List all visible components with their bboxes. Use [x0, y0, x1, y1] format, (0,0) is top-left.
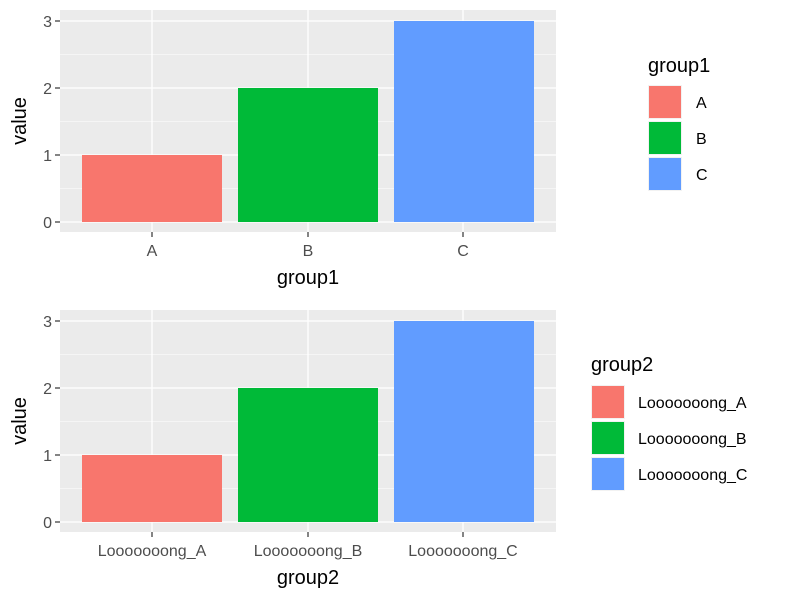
legend: group1 A B C	[648, 55, 710, 191]
bar	[238, 88, 378, 222]
bar	[82, 155, 222, 222]
y-tick-label: 2	[43, 81, 52, 98]
x-tick-label: Looooooong_A	[98, 543, 207, 560]
bar	[82, 455, 222, 522]
x-tick-label: Looooooong_C	[408, 543, 517, 560]
legend-label: A	[696, 95, 707, 112]
legend-label: Looooooong_B	[638, 431, 747, 448]
bar	[394, 321, 534, 522]
x-tick-label: C	[457, 243, 469, 260]
legend-key-swatch	[649, 158, 681, 190]
x-axis-title: group1	[277, 267, 339, 289]
bar	[238, 388, 378, 522]
legend-label: C	[696, 167, 708, 184]
y-axis-title: value	[9, 397, 31, 445]
legend-label: B	[696, 131, 707, 148]
y-tick-label: 0	[43, 515, 52, 532]
legend-title: group2	[591, 354, 653, 376]
chart-group2: 0 1 2 3 Looooooong_A Looooooong_B Looooooong_C…	[9, 310, 747, 589]
x-tick-label: B	[303, 243, 314, 260]
x-axis-title: group2	[277, 567, 339, 589]
y-tick-label: 0	[43, 215, 52, 232]
x-tick-label: A	[147, 243, 158, 260]
y-tick-label: 2	[43, 381, 52, 398]
x-tick-label: Looooooong_B	[254, 543, 363, 560]
y-tick-label: 1	[43, 448, 52, 465]
legend-key-swatch	[649, 86, 681, 118]
legend: group2 Looooooong_A Looooooong_B Looooooong…	[591, 354, 747, 491]
y-axis-title: value	[9, 97, 31, 145]
y-tick-label: 3	[43, 14, 52, 31]
legend-label: Looooooong_A	[638, 395, 747, 412]
y-tick-label: 3	[43, 314, 52, 331]
legend-label: Looooooong_C	[638, 467, 747, 484]
legend-key-swatch	[649, 122, 681, 154]
bar	[394, 21, 534, 222]
legend-key-swatch	[592, 386, 624, 418]
y-tick-label: 1	[43, 148, 52, 165]
legend-title: group1	[648, 55, 710, 77]
legend-key-swatch	[592, 458, 624, 490]
legend-key-swatch	[592, 422, 624, 454]
